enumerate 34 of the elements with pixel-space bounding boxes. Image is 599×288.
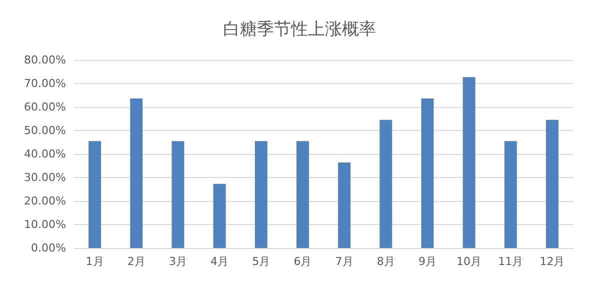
bar	[296, 141, 309, 248]
x-tick-label: 2月	[127, 255, 146, 268]
x-tick-label: 10月	[456, 255, 482, 268]
y-tick-label: 20.00%	[24, 194, 66, 208]
bar	[462, 77, 476, 248]
bar	[172, 141, 184, 248]
bar	[338, 162, 351, 248]
bar	[421, 98, 434, 248]
bar	[213, 184, 226, 248]
x-tick-label: 5月	[252, 255, 270, 268]
bar	[546, 120, 558, 248]
bar	[88, 141, 102, 248]
x-tick-label: 11月	[498, 255, 524, 268]
y-tick-label: 0.00%	[31, 242, 66, 254]
y-tick-label: 80.00%	[24, 54, 66, 66]
x-tick-label: 7月	[335, 255, 354, 268]
y-tick-label: 40.00%	[24, 148, 66, 160]
x-tick-label: 1月	[86, 255, 104, 268]
x-tick-label: 6月	[294, 255, 312, 268]
bar	[130, 98, 143, 248]
chart-title: 白糖季节性上涨概率	[223, 20, 376, 40]
y-tick-label: 50.00%	[24, 124, 66, 137]
x-tick-label: 3月	[168, 255, 187, 268]
x-tick-label: 9月	[418, 255, 436, 268]
y-tick-label: 10.00%	[24, 218, 66, 231]
x-tick-label: 12月	[540, 255, 565, 268]
x-tick-label: 4月	[210, 255, 229, 268]
bar	[504, 141, 517, 248]
x-tick-label: 8月	[376, 255, 395, 268]
bar	[254, 141, 268, 248]
y-tick-label: 70.00%	[24, 77, 66, 90]
bar	[380, 120, 392, 248]
y-tick-label: 60.00%	[24, 100, 66, 114]
y-tick-label: 30.00%	[24, 171, 66, 184]
